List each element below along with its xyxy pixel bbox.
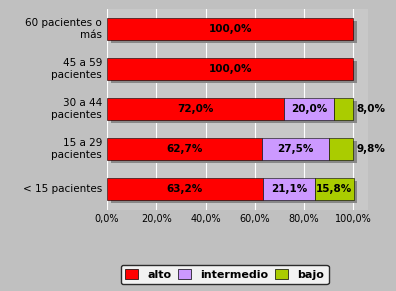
Bar	[261, 138, 329, 160]
Legend: alto, intermedio, bajo: alto, intermedio, bajo	[120, 265, 329, 284]
Bar	[263, 178, 315, 200]
Bar	[107, 58, 354, 80]
Text: 27,5%: 27,5%	[277, 144, 314, 154]
Bar	[107, 138, 261, 160]
Text: 62,7%: 62,7%	[166, 144, 202, 154]
Text: 15,8%: 15,8%	[316, 184, 352, 194]
Text: 21,1%: 21,1%	[270, 184, 307, 194]
Bar	[110, 181, 358, 203]
Bar	[329, 138, 354, 160]
Bar	[110, 141, 357, 163]
Bar	[110, 61, 357, 83]
Text: 100,0%: 100,0%	[208, 64, 252, 74]
Bar	[107, 98, 284, 120]
Bar	[107, 18, 354, 40]
Bar	[334, 98, 354, 120]
Text: 72,0%: 72,0%	[177, 104, 214, 114]
Text: 9,8%: 9,8%	[356, 144, 385, 154]
Text: 100,0%: 100,0%	[208, 24, 252, 34]
Bar	[284, 98, 334, 120]
Bar	[107, 178, 263, 200]
Text: 63,2%: 63,2%	[167, 184, 203, 194]
Bar	[315, 178, 354, 200]
Text: 8,0%: 8,0%	[356, 104, 385, 114]
Bar	[110, 21, 357, 43]
Bar	[110, 101, 357, 123]
Text: 20,0%: 20,0%	[291, 104, 327, 114]
